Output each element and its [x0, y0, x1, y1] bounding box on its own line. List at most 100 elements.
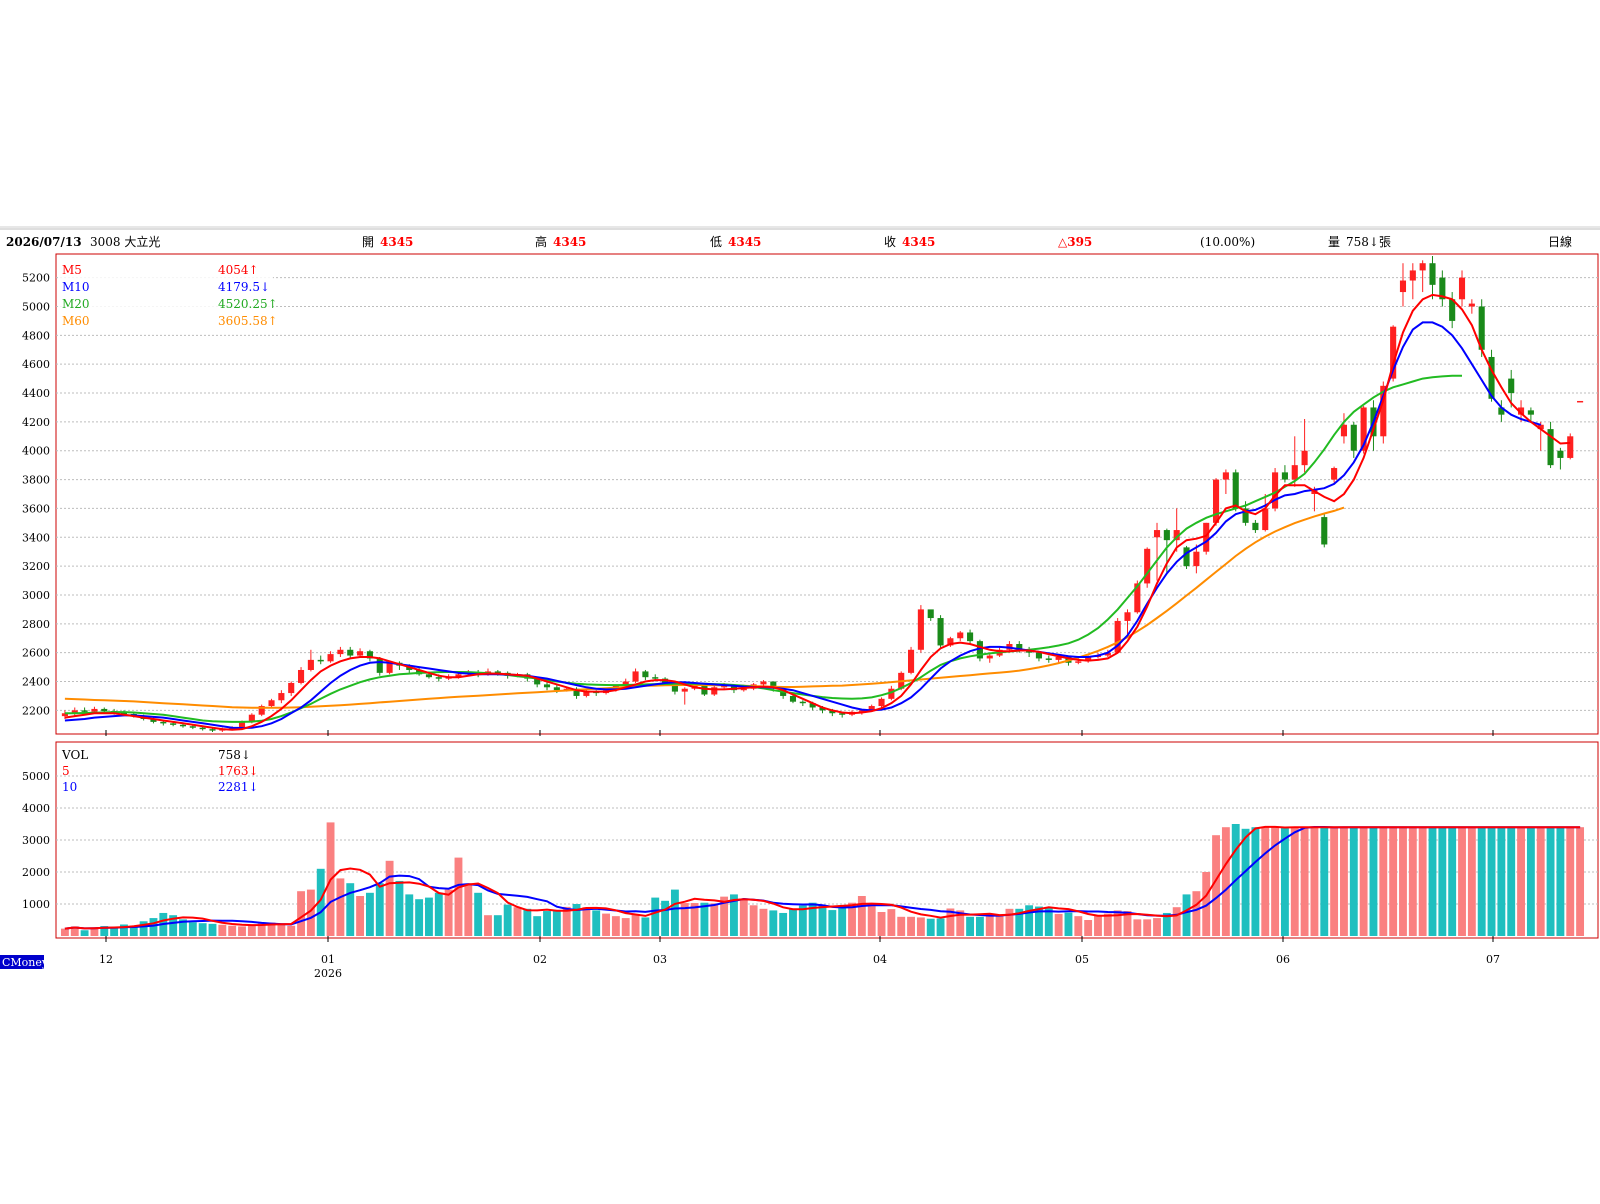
volume-bar [405, 894, 414, 936]
header-stock: 3008 大立光 [90, 234, 160, 249]
price-ytick-label: 4400 [22, 387, 50, 400]
volume-bar [454, 857, 463, 936]
volume-bar [1221, 827, 1230, 936]
candle-body [1458, 277, 1466, 300]
volume-bar [493, 915, 502, 936]
volume-bar [572, 904, 581, 936]
volume-bar [543, 911, 551, 936]
volume-bar [1467, 827, 1476, 936]
candle-body [288, 682, 295, 694]
header-open-value: 4345 [380, 235, 413, 249]
header-high-label: 高 [535, 234, 547, 249]
volume-bar [1044, 907, 1053, 936]
candle-body [947, 638, 954, 646]
candle-body [937, 618, 944, 646]
candle-body [1281, 472, 1288, 480]
legend-vol5-value: 1763↓ [218, 764, 259, 778]
candle-body [1252, 522, 1259, 531]
volume-bar [385, 860, 394, 936]
candle-body [435, 677, 442, 679]
volume-bar [1172, 907, 1181, 936]
volume-bar [120, 924, 128, 936]
candle-body [1439, 277, 1446, 300]
price-ytick-label: 4600 [22, 358, 50, 371]
volume-bar [582, 907, 591, 936]
candle-body [671, 682, 678, 692]
candle-body [376, 658, 383, 673]
xaxis-month-label: 07 [1486, 953, 1500, 966]
candle-body [1272, 472, 1279, 509]
price-ytick-label: 4200 [22, 416, 50, 429]
volume-bar [680, 903, 689, 936]
header-volume-label: 量 [1328, 235, 1340, 249]
volume-bar [1320, 827, 1329, 936]
price-ytick-label: 2600 [22, 647, 50, 660]
volume-bar [690, 903, 699, 936]
candle-body [1144, 548, 1151, 584]
candle-body [199, 727, 206, 730]
candle-body [1419, 263, 1426, 271]
volume-bar [1536, 827, 1545, 936]
header: 2026/07/13 3008 大立光 開 4345 高 4345 低 4345… [6, 234, 1572, 249]
volume-bar [1477, 827, 1486, 936]
volume-bar [730, 894, 738, 936]
candle-body [1321, 517, 1328, 545]
candle-body [917, 609, 924, 650]
volume-bar [1094, 915, 1102, 936]
candle-body [888, 688, 895, 699]
candle-body [878, 698, 885, 707]
ma20-line [64, 374, 1462, 723]
volume-bar [789, 908, 797, 936]
volume-bar [346, 883, 355, 936]
volume-bar [828, 910, 837, 936]
price-ytick-label: 3000 [22, 589, 50, 602]
candle-body [799, 701, 806, 704]
candle-body [1409, 270, 1416, 281]
volume-bar [80, 930, 89, 936]
volume-bar [129, 925, 138, 936]
volume-bar [1261, 827, 1270, 936]
volume-bar [1349, 827, 1358, 936]
volume-bar [434, 892, 443, 936]
volume-bar [1359, 827, 1368, 936]
candle-body [1508, 378, 1515, 394]
candle-body [1016, 644, 1023, 650]
candle-body [1163, 530, 1170, 541]
candle-body [957, 632, 964, 639]
volume-bar [808, 902, 817, 936]
candle-body [1557, 450, 1564, 458]
header-open-label: 開 [362, 235, 374, 249]
candle-body [1173, 530, 1180, 541]
candle-body [268, 700, 275, 707]
header-low-label: 低 [710, 235, 722, 249]
header-high-value: 4345 [553, 235, 586, 249]
volume-bar [818, 905, 827, 936]
volume-bar [1084, 920, 1093, 936]
volume-bar [592, 910, 601, 936]
candle-body [1380, 385, 1387, 437]
volume-bar [710, 903, 719, 936]
volume-ytick-label: 5000 [22, 770, 50, 783]
candle-body [573, 688, 580, 696]
legend-vol10-name: 10 [62, 780, 77, 794]
candle-body [386, 662, 393, 673]
candle-body [1124, 612, 1131, 621]
volume-bar [926, 918, 935, 936]
candle-body [927, 609, 934, 619]
candle-body [1291, 465, 1298, 480]
candle-body [1203, 522, 1210, 552]
candle-body [1183, 547, 1190, 567]
volume-bar [1300, 827, 1309, 936]
candle-body [1340, 424, 1348, 437]
volume-bar [857, 896, 866, 936]
candle-body [721, 685, 728, 688]
candle-body [1577, 400, 1584, 403]
candle-body [61, 713, 68, 717]
price-ytick-label: 4800 [22, 329, 50, 342]
volume-bar [503, 904, 512, 936]
candle-body [770, 681, 777, 689]
candle-body [160, 721, 167, 724]
volume-bar [425, 897, 433, 936]
xaxis-month-label: 01 [321, 953, 335, 966]
xaxis-month-label: 06 [1276, 953, 1290, 966]
